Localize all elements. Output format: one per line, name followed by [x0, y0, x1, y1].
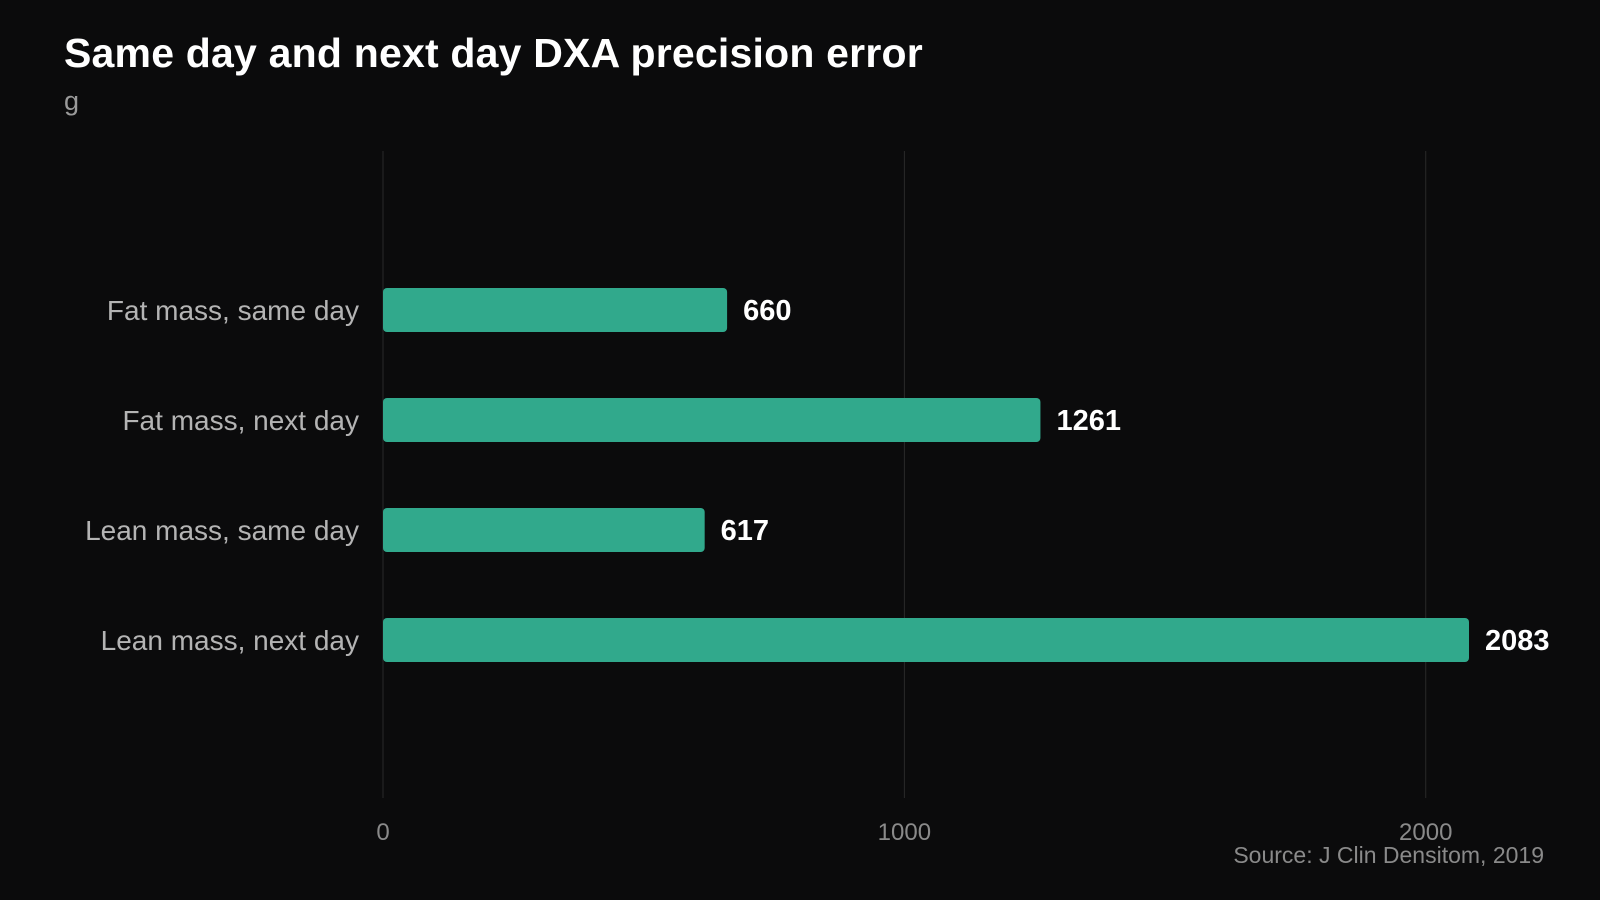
x-tick-label: 0: [376, 819, 389, 846]
data-label: 617: [721, 515, 769, 547]
x-tick-label: 2000: [1399, 819, 1452, 846]
category-label: Fat mass, same day: [107, 295, 359, 326]
category-label: Lean mass, next day: [101, 625, 359, 656]
data-label: 1261: [1056, 405, 1121, 437]
category-label: Lean mass, same day: [85, 515, 359, 546]
bar: [383, 288, 728, 332]
source-note: Source: J Clin Densitom, 2019: [1233, 842, 1544, 868]
data-label: 2083: [1485, 625, 1550, 657]
data-label: 660: [743, 295, 791, 327]
category-label: Fat mass, next day: [122, 405, 359, 436]
chart-title: Same day and next day DXA precision erro…: [64, 30, 923, 76]
x-tick-label: 1000: [878, 819, 931, 846]
bar: [383, 398, 1041, 442]
bar: [383, 618, 1469, 662]
bar: [383, 508, 705, 552]
chart-subtitle: g: [64, 86, 80, 116]
